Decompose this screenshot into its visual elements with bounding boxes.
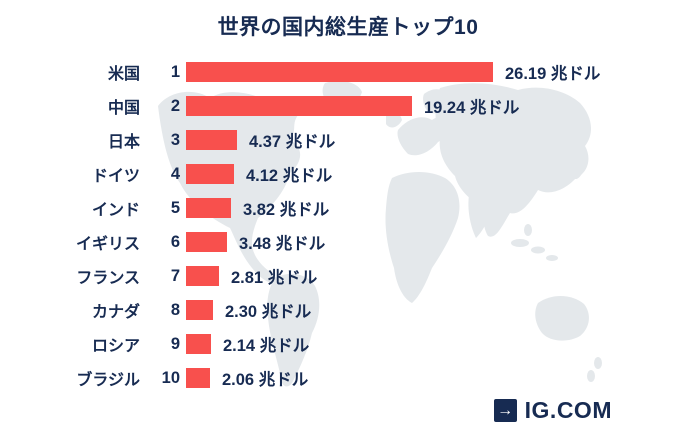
chart-row: ブラジル 10 2.06 兆ドル <box>35 361 675 395</box>
chart-row: 日本 3 4.37 兆ドル <box>35 123 675 157</box>
value-label: 2.06 兆ドル <box>222 371 309 389</box>
chart-row: イギリス 6 3.48 兆ドル <box>35 225 675 259</box>
country-label: 米国 <box>107 66 140 83</box>
value-label: 2.14 兆ドル <box>223 337 310 355</box>
value-label: 3.82 兆ドル <box>243 201 330 219</box>
chart-title: 世界の国内総生産トップ10 <box>217 16 479 39</box>
value-label: 26.19 兆ドル <box>505 65 601 83</box>
gdp-bar <box>186 368 210 388</box>
chart-row: 中国 2 19.24 兆ドル <box>35 89 675 123</box>
rank-label: 5 <box>170 198 180 217</box>
value-label: 3.48 兆ドル <box>239 235 326 253</box>
gdp-bar <box>186 300 213 320</box>
country-label: ロシア <box>91 338 140 355</box>
chart-row: 米国 1 26.19 兆ドル <box>35 55 675 89</box>
country-label: フランス <box>76 270 140 287</box>
country-label: イギリス <box>75 236 140 253</box>
value-label: 4.12 兆ドル <box>246 167 333 185</box>
rank-label: 9 <box>170 334 180 353</box>
chart-row: インド 5 3.82 兆ドル <box>35 191 675 225</box>
brand-name: IG.COM <box>524 397 612 423</box>
country-label: ドイツ <box>91 168 140 185</box>
country-label: インド <box>91 202 140 219</box>
value-label: 4.37 兆ドル <box>249 133 336 151</box>
rank-label: 3 <box>170 130 180 149</box>
rank-label: 1 <box>170 62 180 81</box>
country-label: ブラジル <box>76 372 140 389</box>
rank-label: 10 <box>161 368 180 387</box>
gdp-bar <box>186 164 234 184</box>
rank-label: 6 <box>170 232 180 251</box>
rank-label: 8 <box>170 300 180 319</box>
gdp-bar <box>186 96 412 116</box>
chart-row: ロシア 9 2.14 兆ドル <box>35 327 675 361</box>
gdp-bar <box>186 130 237 150</box>
country-label: カナダ <box>91 304 140 321</box>
value-label: 2.30 兆ドル <box>225 303 312 321</box>
country-label: 日本 <box>107 134 140 151</box>
value-label: 2.81 兆ドル <box>231 269 318 287</box>
brand-logo: → IG.COM <box>493 397 612 424</box>
rank-label: 4 <box>170 164 180 183</box>
value-label: 19.24 兆ドル <box>424 99 520 117</box>
rank-label: 7 <box>170 266 180 285</box>
chart-row: カナダ 8 2.30 兆ドル <box>35 293 675 327</box>
gdp-bar <box>186 198 231 218</box>
chart-row: フランス 7 2.81 兆ドル <box>35 259 675 293</box>
gdp-bar <box>186 266 219 286</box>
gdp-bar <box>186 62 493 82</box>
gdp-bar <box>186 232 227 252</box>
chart-rows: 米国 1 26.19 兆ドル中国 2 19.24 兆ドル日本 3 4.37 兆ドルドイツ 4 4… <box>35 55 675 395</box>
gdp-bar <box>186 334 211 354</box>
country-label: 中国 <box>107 100 140 117</box>
arrow-right-icon: → <box>493 399 517 422</box>
chart-row: ドイツ 4 4.12 兆ドル <box>35 157 675 191</box>
rank-label: 2 <box>170 96 180 115</box>
